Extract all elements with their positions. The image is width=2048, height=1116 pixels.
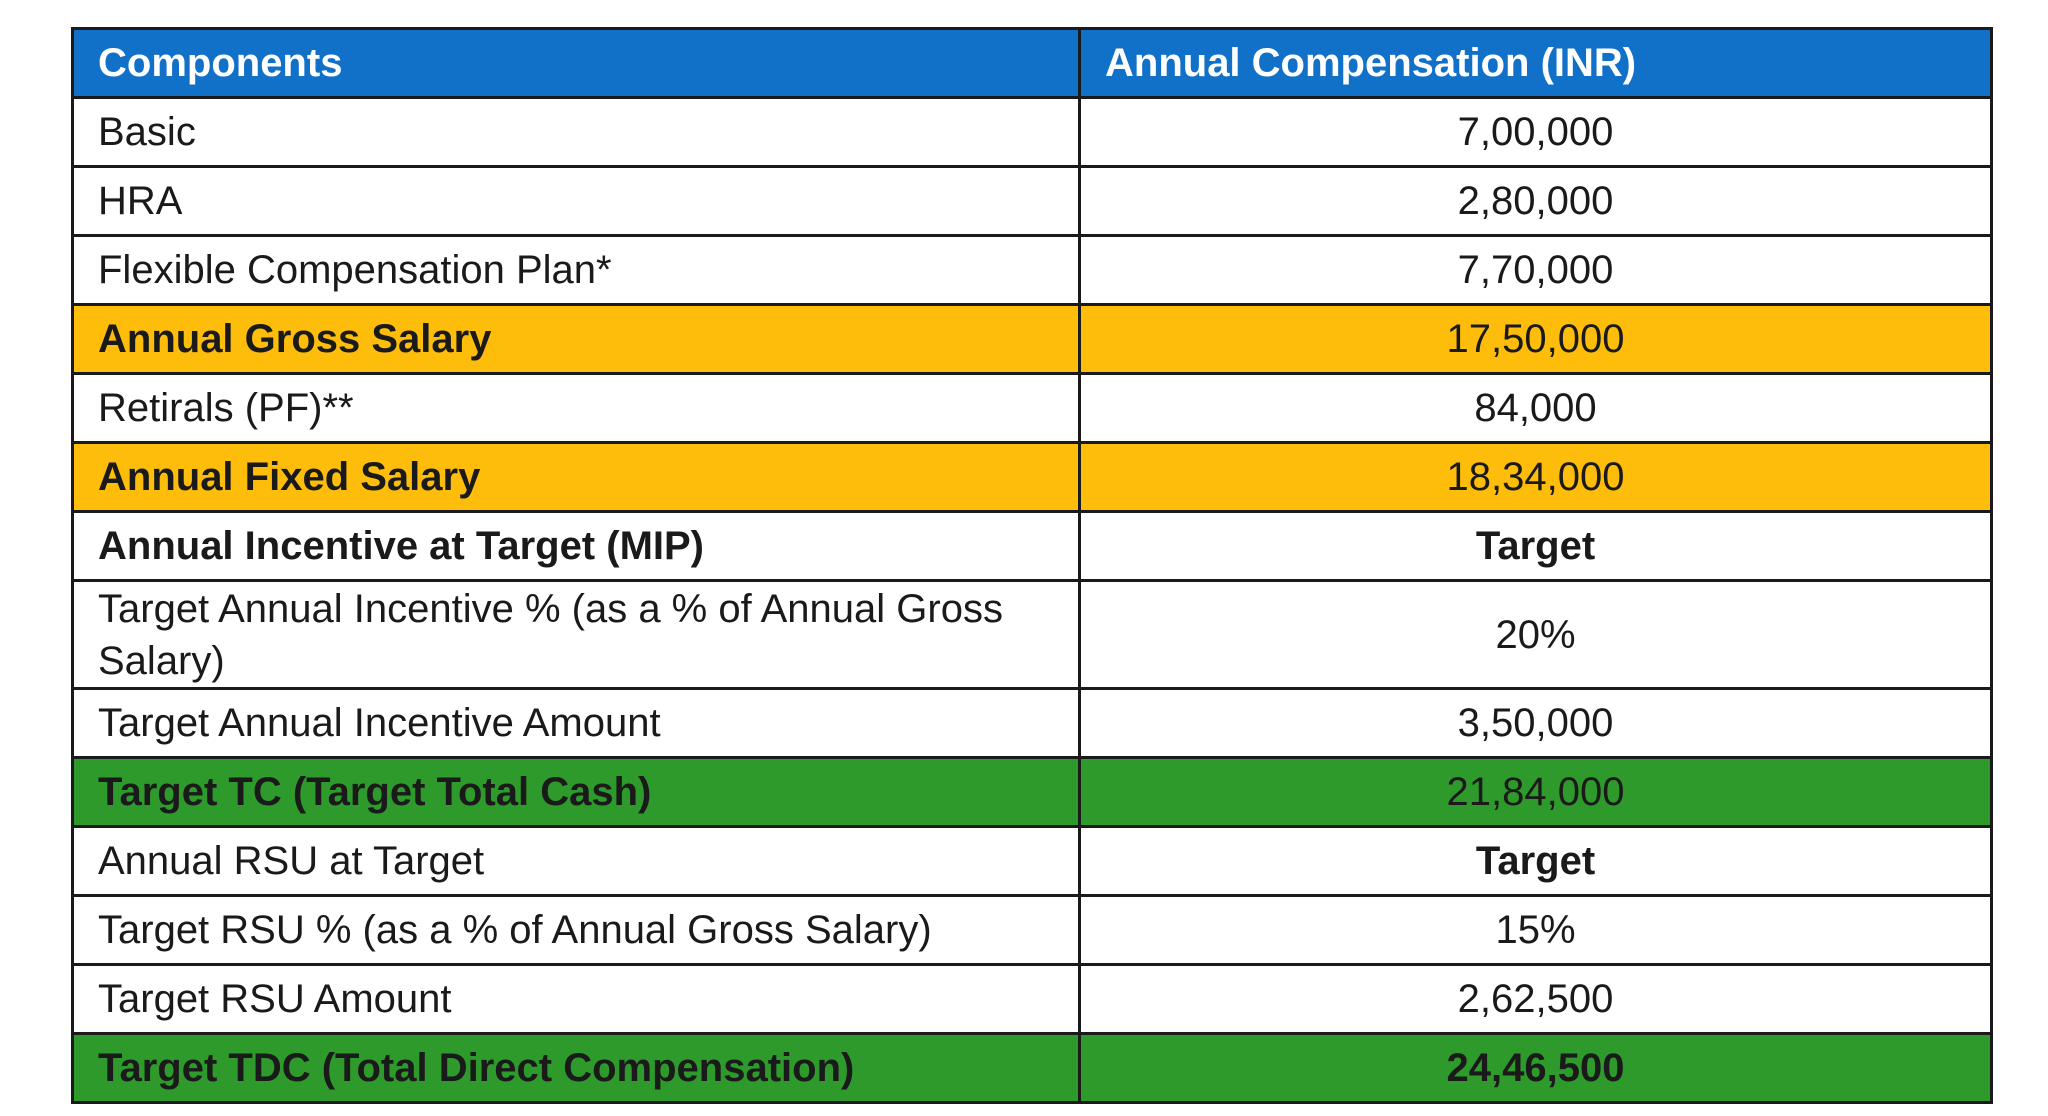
- component-label: Target TC (Target Total Cash): [71, 756, 1081, 828]
- compensation-value: 3,50,000: [1078, 687, 1993, 759]
- header-annual-compensation: Annual Compensation (INR): [1078, 27, 1993, 99]
- compensation-table: Components Annual Compensation (INR) Bas…: [71, 27, 1993, 1104]
- compensation-value: 21,84,000: [1078, 756, 1993, 828]
- table-header-row: Components Annual Compensation (INR): [71, 27, 1993, 99]
- compensation-value: 18,34,000: [1078, 441, 1993, 513]
- table-row: Target Annual Incentive % (as a % of Ann…: [71, 579, 1993, 690]
- component-label: HRA: [71, 165, 1081, 237]
- component-label: Flexible Compensation Plan*: [71, 234, 1081, 306]
- table-row: HRA 2,80,000: [71, 165, 1993, 237]
- table-row: Target TDC (Total Direct Compensation) 24…: [71, 1032, 1993, 1104]
- component-label: Target TDC (Total Direct Compensation): [71, 1032, 1081, 1104]
- table-row: Annual Incentive at Target (MIP) Target: [71, 510, 1993, 582]
- component-label: Target RSU Amount: [71, 963, 1081, 1035]
- compensation-value: 84,000: [1078, 372, 1993, 444]
- compensation-value: 7,70,000: [1078, 234, 1993, 306]
- component-label: Annual Incentive at Target (MIP): [71, 510, 1081, 582]
- component-label: Annual Gross Salary: [71, 303, 1081, 375]
- table-row: Target RSU % (as a % of Annual Gross Sal…: [71, 894, 1993, 966]
- compensation-value: 17,50,000: [1078, 303, 1993, 375]
- component-label: Target Annual Incentive % (as a % of Ann…: [71, 579, 1081, 690]
- table-row: Flexible Compensation Plan* 7,70,000: [71, 234, 1993, 306]
- compensation-value: Target: [1078, 510, 1993, 582]
- component-label: Target RSU % (as a % of Annual Gross Sal…: [71, 894, 1081, 966]
- compensation-value: 15%: [1078, 894, 1993, 966]
- compensation-value: Target: [1078, 825, 1993, 897]
- table-row: Target TC (Target Total Cash) 21,84,000: [71, 756, 1993, 828]
- compensation-value: 2,62,500: [1078, 963, 1993, 1035]
- compensation-value: 20%: [1078, 579, 1993, 690]
- component-label: Annual RSU at Target: [71, 825, 1081, 897]
- table-row: Annual Gross Salary 17,50,000: [71, 303, 1993, 375]
- table-row: Retirals (PF)** 84,000: [71, 372, 1993, 444]
- compensation-value: 24,46,500: [1078, 1032, 1993, 1104]
- compensation-value: 2,80,000: [1078, 165, 1993, 237]
- table-row: Annual RSU at Target Target: [71, 825, 1993, 897]
- table-row: Basic 7,00,000: [71, 96, 1993, 168]
- component-label: Basic: [71, 96, 1081, 168]
- table-row: Target Annual Incentive Amount 3,50,000: [71, 687, 1993, 759]
- table-row: Target RSU Amount 2,62,500: [71, 963, 1993, 1035]
- header-components: Components: [71, 27, 1081, 99]
- component-label: Target Annual Incentive Amount: [71, 687, 1081, 759]
- component-label: Annual Fixed Salary: [71, 441, 1081, 513]
- component-label: Retirals (PF)**: [71, 372, 1081, 444]
- compensation-value: 7,00,000: [1078, 96, 1993, 168]
- table-row: Annual Fixed Salary 18,34,000: [71, 441, 1993, 513]
